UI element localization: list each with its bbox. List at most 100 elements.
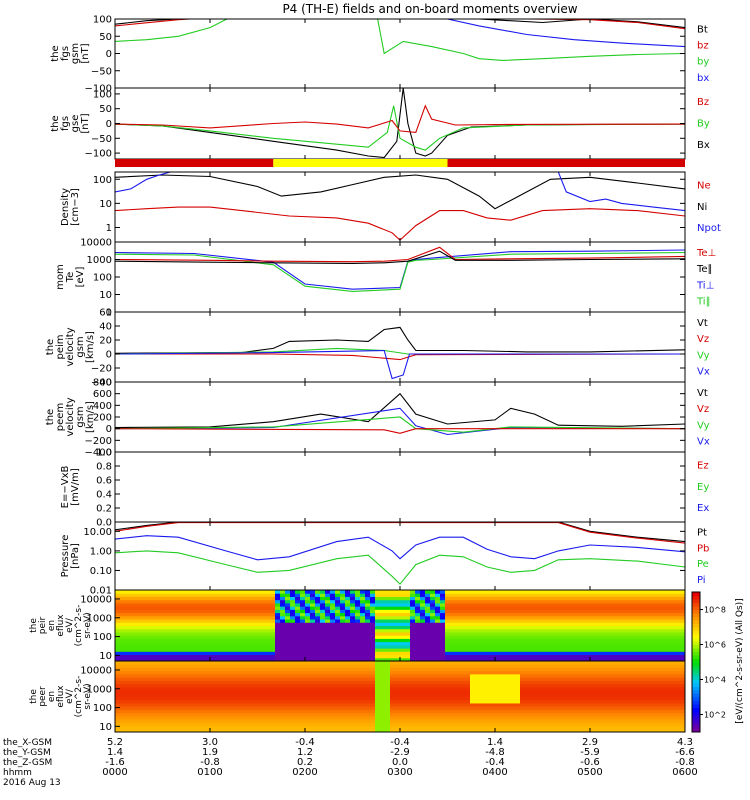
spectrogram-cell [580, 722, 586, 727]
spectrogram-cell [585, 654, 591, 659]
spectrogram-cell [150, 715, 156, 720]
spectrogram-cell [320, 670, 326, 675]
spectrogram-cell [345, 709, 351, 714]
spectrogram-cell [185, 702, 191, 707]
spectrogram-cell [155, 602, 161, 607]
spectrogram-cell [395, 712, 401, 717]
spectrogram-cell [400, 602, 406, 607]
spectrogram-cell [345, 631, 351, 636]
spectrogram-cell [200, 609, 206, 614]
spectrogram-cell [550, 615, 556, 620]
spectrogram-cell [465, 664, 471, 668]
spectrogram-cell [630, 651, 636, 656]
spectrogram-cell [635, 625, 641, 630]
spectrogram-cell [530, 690, 536, 694]
spectrogram-cell [545, 638, 551, 643]
spectrogram-cell [215, 622, 221, 626]
spectrogram-cell [415, 615, 421, 620]
spectrogram-cell [455, 693, 461, 697]
spectrogram-cell [405, 725, 411, 730]
ylabel-line: the [50, 45, 61, 61]
spectrogram-cell [430, 667, 436, 672]
spectrogram-cell [285, 696, 291, 701]
spectrogram-cell [665, 654, 671, 659]
spectrogram-cell [305, 706, 311, 710]
spectrogram-cell [370, 728, 376, 733]
spectrogram-cell [205, 609, 211, 614]
spectrogram-cell [270, 596, 276, 601]
spectrogram-cell [205, 670, 211, 675]
spectrogram-cell [420, 644, 426, 649]
spectrogram-cell [160, 728, 166, 733]
spectrogram-cell [595, 615, 601, 620]
spectrogram-cell [530, 712, 536, 717]
spectrogram-cell [385, 625, 391, 630]
spectrogram-cell [385, 690, 391, 694]
spectrogram-cell [405, 622, 411, 626]
y-tick-label: 1 [106, 223, 112, 234]
spectrogram-cell [410, 599, 416, 604]
spectrogram-cell [435, 644, 441, 649]
spectrogram-cell [215, 641, 221, 646]
spectrogram-cell [165, 625, 171, 630]
spectrogram-cell [290, 648, 296, 652]
spectrogram-cell [465, 641, 471, 646]
spectrogram-cell [420, 706, 426, 710]
spectrogram-cell [290, 712, 296, 717]
spectrogram-cell [340, 619, 346, 623]
spectrogram-cell [210, 683, 216, 688]
spectrogram-cell [310, 644, 316, 649]
spectrogram-cell [655, 638, 661, 643]
spectrogram-cell [595, 602, 601, 607]
spectrogram-cell [615, 654, 621, 659]
spectrogram-cell [210, 677, 216, 681]
spectrogram-cell [395, 651, 401, 656]
spectrogram-cell [120, 609, 126, 614]
spectrogram-cell [150, 628, 156, 633]
ylabel-line: [km/s] [85, 331, 96, 363]
spectrogram-cell [530, 648, 536, 652]
spectrogram-cell [475, 686, 481, 691]
spectrogram-cell [270, 722, 276, 727]
spectrogram-cell [585, 719, 591, 723]
spectrogram-cell [385, 599, 391, 604]
spectrogram-cell [145, 628, 151, 633]
spectrogram-cell [220, 683, 226, 688]
spectrogram-cell [360, 722, 366, 727]
spectrogram-cell [400, 628, 406, 633]
spectrogram-cell [325, 593, 331, 597]
spectrogram-cell [425, 715, 431, 720]
spectrogram-cell [385, 673, 391, 678]
spectrogram-cell [595, 635, 601, 639]
spectrogram-cell [190, 683, 196, 688]
spectrogram-cell [295, 677, 301, 681]
spectrogram-cell [480, 657, 486, 662]
spectrogram-cell [180, 670, 186, 675]
spectrogram-cell [400, 651, 406, 656]
spectrogram-cell [370, 725, 376, 730]
spectrogram-cell [175, 593, 181, 597]
spectrogram-cell [655, 590, 661, 594]
spectrogram-cell [305, 670, 311, 675]
spectrogram-cell [250, 661, 256, 665]
spectrogram-cell [285, 686, 291, 691]
spectrogram-cell [310, 615, 316, 620]
spectrogram-cell [310, 699, 316, 704]
spectrogram-cell [550, 635, 556, 639]
spectrogram-cell [130, 596, 136, 601]
spectrogram-cell [160, 657, 166, 662]
spectrogram-cell [115, 619, 121, 623]
spectrogram-cell [525, 702, 531, 707]
spectrogram-cell [145, 680, 151, 685]
spectrogram-cell [465, 719, 471, 723]
spectrogram-cell [545, 596, 551, 601]
spectrogram-cell [315, 606, 321, 610]
spectrogram-cell [400, 654, 406, 659]
spectrogram-cell [310, 619, 316, 623]
spectrogram-cell [170, 696, 176, 701]
spectrogram-cell [170, 683, 176, 688]
spectrogram-cell [565, 680, 571, 685]
spectrogram-cell [180, 712, 186, 717]
spectrogram-cell [365, 599, 371, 604]
spectrogram-cell [130, 641, 136, 646]
